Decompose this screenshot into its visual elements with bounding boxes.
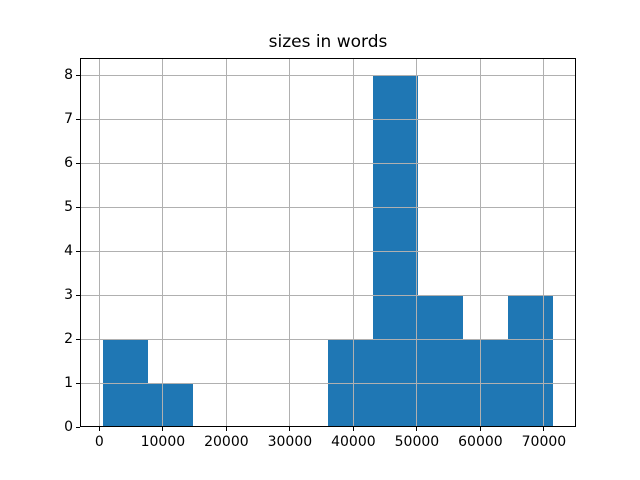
x-tick-label: 10000: [140, 434, 186, 451]
plot-area: [80, 57, 576, 428]
y-tick-mark: [76, 294, 80, 296]
y-tick-label: 6: [64, 155, 73, 172]
histogram-bar: [418, 295, 464, 428]
grid-line-vertical: [479, 57, 481, 428]
y-tick-label: 2: [64, 331, 73, 348]
x-tick-label: 40000: [331, 434, 376, 451]
x-tick-mark: [416, 427, 418, 432]
grid-line-vertical: [416, 57, 418, 428]
y-tick-label: 0: [64, 419, 73, 436]
x-tick-label: 0: [94, 434, 104, 451]
y-tick-mark: [76, 338, 80, 340]
x-tick-mark: [352, 427, 354, 432]
y-tick-mark: [76, 74, 80, 76]
grid-line-vertical: [289, 57, 291, 428]
grid-line-vertical: [352, 57, 354, 428]
y-tick-mark: [76, 162, 80, 164]
grid-line-vertical: [225, 57, 227, 428]
grid-line-horizontal: [80, 294, 576, 296]
y-tick-mark: [76, 118, 80, 120]
y-tick-mark: [76, 382, 80, 384]
x-tick-label: 20000: [204, 434, 249, 451]
y-tick-label: 5: [64, 199, 73, 216]
x-tick-mark: [543, 427, 545, 432]
grid-line-vertical: [543, 57, 545, 428]
grid-line-horizontal: [80, 118, 576, 120]
y-tick-mark: [76, 426, 80, 428]
x-tick-label: 50000: [394, 434, 440, 451]
x-tick-label: 70000: [521, 434, 567, 451]
x-tick-label: 30000: [267, 434, 313, 451]
grid-line-horizontal: [80, 382, 576, 384]
grid-line-horizontal: [80, 250, 576, 252]
histogram-bar: [147, 383, 193, 428]
grid-line-horizontal: [80, 206, 576, 208]
chart-title: sizes in words: [268, 32, 388, 52]
x-tick-mark: [98, 427, 100, 432]
grid-line-vertical: [162, 57, 164, 428]
x-tick-mark: [479, 427, 481, 432]
grid-line-horizontal: [80, 162, 576, 164]
x-tick-label: 60000: [458, 434, 503, 451]
grid-line-horizontal: [80, 74, 576, 76]
x-tick-mark: [162, 427, 164, 432]
y-tick-label: 8: [64, 67, 73, 84]
x-tick-mark: [289, 427, 291, 432]
y-tick-label: 3: [64, 287, 73, 304]
y-tick-label: 4: [64, 243, 73, 260]
y-tick-label: 7: [64, 111, 73, 128]
y-tick-mark: [76, 206, 80, 208]
y-tick-label: 1: [64, 375, 73, 392]
histogram-bar: [508, 295, 554, 428]
grid-line-vertical: [98, 57, 100, 428]
grid-line-horizontal: [80, 426, 576, 428]
x-tick-mark: [225, 427, 227, 432]
y-tick-mark: [76, 250, 80, 252]
grid-line-horizontal: [80, 338, 576, 340]
